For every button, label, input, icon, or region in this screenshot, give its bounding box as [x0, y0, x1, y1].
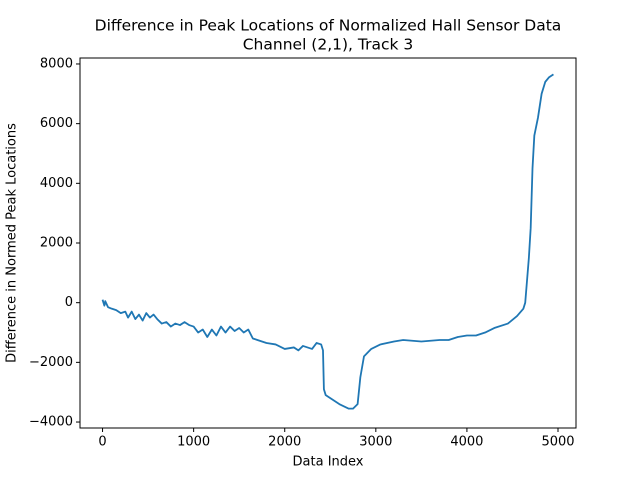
- y-tick-label: 0: [65, 295, 73, 310]
- x-axis-label: Data Index: [293, 455, 364, 470]
- x-tick-label: 1000: [177, 435, 210, 450]
- x-tick-label: 2000: [268, 435, 301, 450]
- y-axis-label: Difference in Normed Peak Locations: [5, 123, 20, 363]
- plot-frame: [79, 57, 577, 429]
- x-tick-label: 3000: [359, 435, 392, 450]
- x-tick-label: 0: [98, 435, 106, 450]
- data-line: [101, 73, 554, 410]
- chart-title: Difference in Peak Locations of Normaliz…: [95, 17, 562, 35]
- y-tick-label: 8000: [40, 56, 73, 71]
- chart-subtitle: Channel (2,1), Track 3: [243, 36, 414, 54]
- y-tick-label: 4000: [40, 176, 73, 191]
- y-tick-label: −2000: [29, 355, 73, 370]
- y-tick-label: 6000: [40, 116, 73, 131]
- y-tick-label: 2000: [40, 236, 73, 251]
- y-tick-label: −4000: [29, 415, 73, 430]
- x-tick-label: 5000: [541, 435, 574, 450]
- x-tick-label: 4000: [450, 435, 483, 450]
